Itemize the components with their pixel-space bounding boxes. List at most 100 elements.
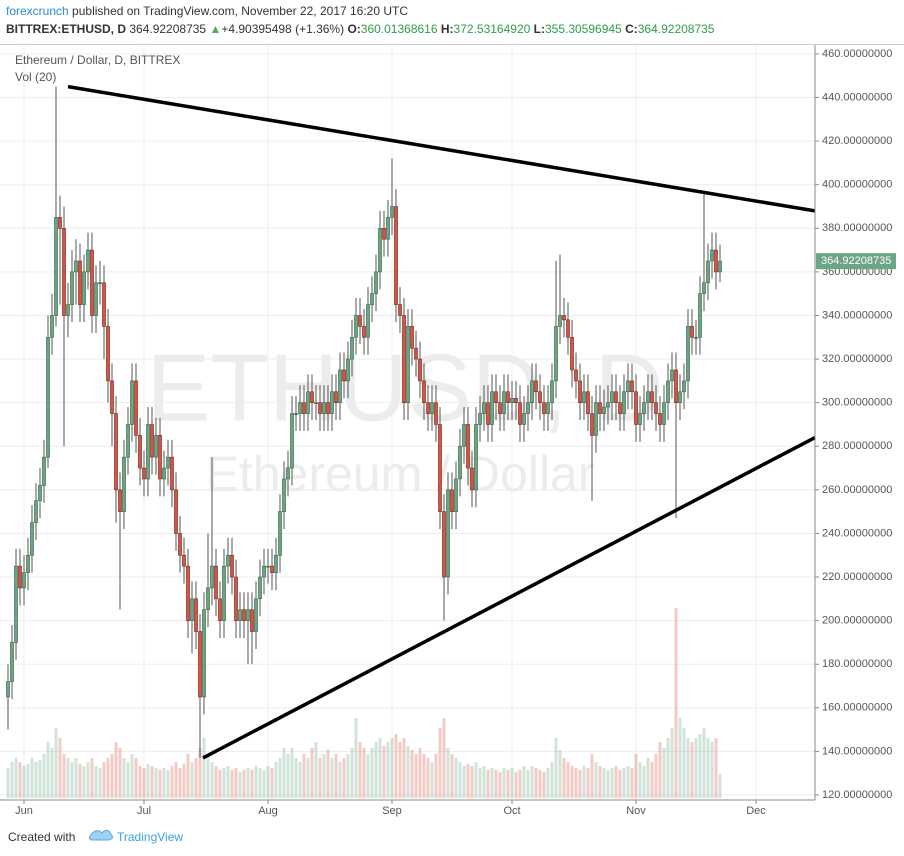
candle-body bbox=[46, 336, 50, 458]
volume-bar bbox=[342, 758, 346, 798]
volume-bar bbox=[322, 754, 326, 798]
volume-bar bbox=[106, 758, 110, 798]
candle-body bbox=[362, 326, 366, 338]
volume-bar bbox=[630, 768, 634, 798]
volume-bar bbox=[598, 766, 602, 798]
volume-bar bbox=[50, 748, 54, 798]
volume-bar bbox=[186, 754, 190, 798]
volume-bar bbox=[182, 764, 186, 798]
volume-bar bbox=[554, 738, 558, 798]
volume-bar bbox=[522, 766, 526, 798]
trendline bbox=[202, 435, 816, 760]
volume-bar bbox=[538, 770, 542, 798]
volume-bar bbox=[594, 762, 598, 798]
candle-body bbox=[622, 391, 626, 414]
volume-bar bbox=[234, 768, 238, 798]
volume-bar bbox=[74, 758, 78, 798]
candle-body bbox=[414, 347, 418, 360]
candle-body bbox=[62, 228, 66, 316]
volume-bar bbox=[666, 738, 670, 798]
candle-body bbox=[430, 402, 434, 414]
candle-body bbox=[358, 315, 362, 327]
volume-bar bbox=[682, 728, 686, 798]
volume-bar bbox=[54, 728, 58, 798]
volume-bar bbox=[190, 762, 194, 798]
x-tick-label: Jun bbox=[15, 805, 33, 817]
candle-body bbox=[242, 609, 246, 621]
volume-bar bbox=[154, 768, 158, 798]
volume-bar bbox=[602, 768, 606, 798]
candle-body bbox=[586, 391, 590, 414]
c-value: 364.92208735 bbox=[638, 22, 715, 36]
candle-body bbox=[638, 413, 642, 425]
volume-bar bbox=[650, 762, 654, 798]
publisher[interactable]: forexcrunch bbox=[6, 4, 69, 18]
volume-bar bbox=[618, 770, 622, 798]
candle-body bbox=[310, 391, 314, 403]
volume-bar bbox=[158, 770, 162, 798]
candle-body bbox=[654, 402, 658, 414]
candle-body bbox=[682, 380, 686, 393]
volume-bar bbox=[494, 770, 498, 798]
candle-body bbox=[234, 576, 238, 621]
volume-bar bbox=[606, 770, 610, 798]
candle-body bbox=[190, 598, 194, 621]
volume-bar bbox=[86, 762, 90, 798]
candle-body bbox=[166, 456, 170, 469]
y-tick-label: 460.00000000 bbox=[822, 48, 892, 60]
volume-bar bbox=[442, 718, 446, 798]
candle-body bbox=[154, 435, 158, 458]
volume-bar bbox=[98, 768, 102, 798]
volume-bar bbox=[402, 738, 406, 798]
candle-body bbox=[634, 391, 638, 425]
volume-bar bbox=[438, 728, 442, 798]
candle-body bbox=[70, 271, 74, 305]
volume-bar bbox=[46, 742, 50, 798]
volume-bar bbox=[698, 734, 702, 798]
volume-bar bbox=[222, 768, 226, 798]
candle-body bbox=[126, 424, 130, 458]
volume-bar bbox=[370, 748, 374, 798]
volume-bar bbox=[306, 758, 310, 798]
volume-bar bbox=[178, 768, 182, 798]
candle-body bbox=[686, 326, 690, 382]
candle-body bbox=[110, 380, 114, 414]
volume-label: Vol (20) bbox=[15, 70, 56, 84]
y-tick-label: 220.00000000 bbox=[822, 571, 892, 583]
candle-body bbox=[486, 402, 490, 425]
candle-body bbox=[618, 402, 622, 414]
last-price-box bbox=[816, 253, 896, 270]
volume-bar bbox=[510, 768, 514, 798]
volume-bar bbox=[146, 764, 150, 798]
l-value: 355.30596945 bbox=[545, 22, 622, 36]
change: +4.90395498 (+1.36%) bbox=[221, 22, 344, 36]
y-tick-label: 120.00000000 bbox=[822, 789, 892, 801]
candle-body bbox=[494, 391, 498, 403]
candle-body bbox=[378, 228, 382, 273]
volume-bar bbox=[118, 748, 122, 798]
candle-body bbox=[474, 424, 478, 491]
volume-bar bbox=[206, 754, 210, 798]
candle-body bbox=[406, 326, 410, 403]
candle-body bbox=[538, 391, 542, 403]
volume-bar bbox=[302, 754, 306, 798]
candle-body bbox=[238, 609, 242, 621]
volume-bar bbox=[290, 748, 294, 798]
candle-body bbox=[514, 398, 518, 403]
volume-bar bbox=[390, 738, 394, 798]
volume-bar bbox=[654, 754, 658, 798]
volume-bar bbox=[298, 762, 302, 798]
candle-body bbox=[502, 391, 506, 414]
footer-brand[interactable]: TradingView bbox=[117, 830, 183, 844]
candle-body bbox=[582, 391, 586, 403]
volume-bar bbox=[570, 766, 574, 798]
candle-body bbox=[206, 587, 210, 611]
volume-bar bbox=[470, 766, 474, 798]
candle-body bbox=[202, 609, 206, 698]
volume-bar bbox=[138, 766, 142, 798]
candle-body bbox=[398, 304, 402, 316]
y-tick-label: 420.00000000 bbox=[822, 135, 892, 147]
candle-body bbox=[346, 358, 350, 382]
candle-body bbox=[546, 402, 550, 414]
